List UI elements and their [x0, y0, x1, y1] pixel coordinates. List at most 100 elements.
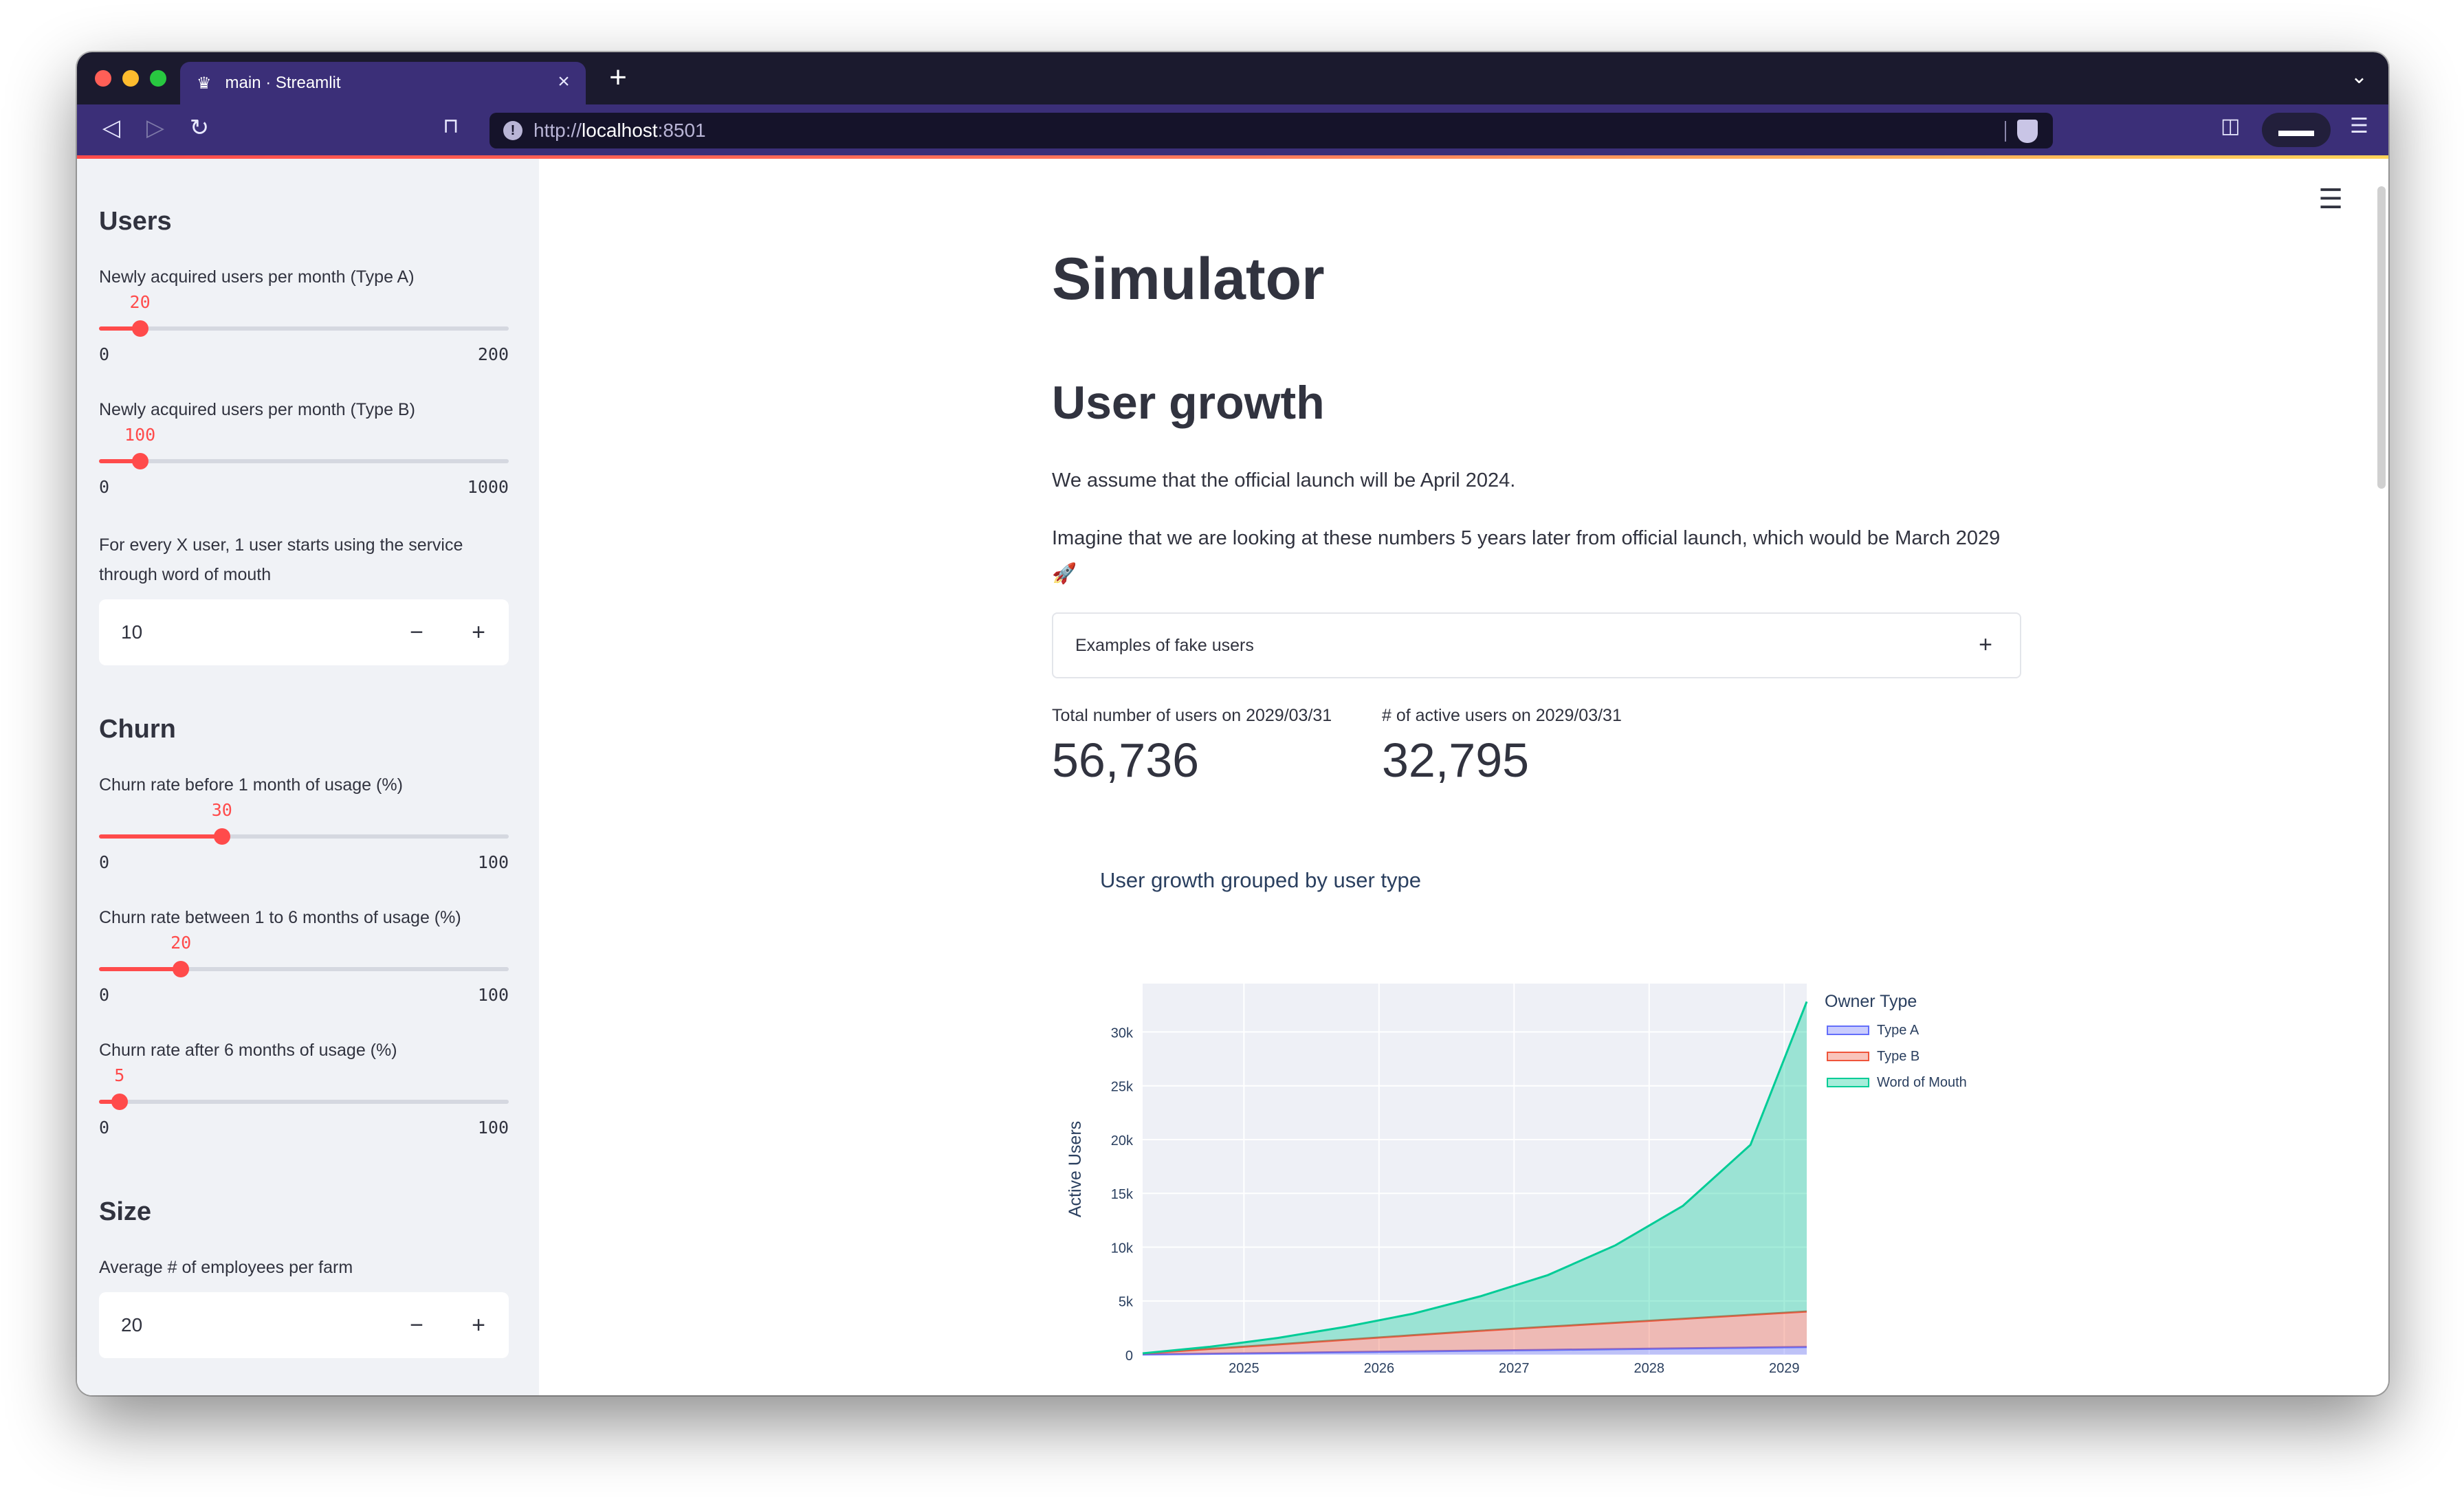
- slider-value: 20: [170, 933, 192, 953]
- slider-track[interactable]: [99, 326, 509, 331]
- slider-thumb[interactable]: [131, 453, 148, 469]
- wallet-icon[interactable]: ▬▬: [2262, 113, 2331, 147]
- shield-icon[interactable]: [2017, 120, 2038, 143]
- slider-thumb[interactable]: [111, 1094, 128, 1110]
- user-growth-chart: 05k10k15k20k25k30k20252026202720282029Da…: [1066, 984, 1967, 1376]
- url-port: :8501: [657, 120, 706, 141]
- scrollbar[interactable]: [2377, 186, 2386, 489]
- close-window-button[interactable]: [95, 70, 111, 87]
- area-word-of-mouth: [1143, 1001, 1807, 1354]
- crown-icon: ♛: [197, 74, 212, 93]
- users-heading: Users: [99, 207, 172, 236]
- legend-swatch[interactable]: [1827, 1052, 1869, 1061]
- forward-icon[interactable]: ▷: [146, 115, 165, 141]
- churn-1-slider[interactable]: 30 0 100: [99, 800, 509, 883]
- slider-track[interactable]: [99, 459, 509, 463]
- y-tick-label: 10k: [1111, 1241, 1134, 1256]
- y-tick-label: 15k: [1111, 1187, 1134, 1202]
- main-area: ☰ Simulator User growth We assume that t…: [539, 159, 2388, 1395]
- churn-3-slider[interactable]: 5 0 100: [99, 1065, 509, 1148]
- browser-tab[interactable]: ♛ main · Streamlit ×: [180, 62, 586, 104]
- bookmark-icon[interactable]: ⊓: [443, 115, 459, 137]
- metric-active-value: 32,795: [1382, 733, 1530, 787]
- imagine-paragraph: Imagine that we are looking at these num…: [1052, 527, 2001, 585]
- metric-total-value: 56,736: [1052, 733, 1200, 787]
- expander-label: Examples of fake users: [1075, 635, 1254, 655]
- x-tick-label: 2027: [1499, 1361, 1530, 1376]
- y-tick-label: 25k: [1111, 1080, 1134, 1095]
- plot-background: [1143, 984, 1807, 1355]
- slider-thumb[interactable]: [131, 320, 148, 337]
- legend-entry[interactable]: Type A: [1877, 1023, 1920, 1038]
- hamburger-menu-icon[interactable]: ☰: [2318, 184, 2343, 214]
- slider-fill: [99, 326, 140, 331]
- metric-total: Total number of users on 2029/03/31 56,7…: [1052, 706, 1368, 788]
- slider-track[interactable]: [99, 834, 509, 839]
- employees-label: Average # of employees per farm: [99, 1258, 353, 1277]
- legend-swatch[interactable]: [1827, 1078, 1869, 1087]
- chevron-down-icon[interactable]: ⌄: [2350, 65, 2368, 88]
- new-tab-button[interactable]: +: [609, 60, 627, 94]
- slider-fill: [99, 967, 182, 971]
- line-type-a: [1142, 1346, 1807, 1356]
- churn-3-label: Churn rate after 6 months of usage (%): [99, 1041, 397, 1060]
- x-tick-label: 2025: [1229, 1361, 1260, 1376]
- slider-min: 0: [99, 852, 110, 872]
- x-tick-label: 2029: [1769, 1361, 1800, 1376]
- metric-active-label: # of active users on 2029/03/31: [1382, 706, 1622, 725]
- line-word-of-mouth: [1142, 1001, 1808, 1355]
- slider-max: 100: [477, 985, 509, 1005]
- minimize-window-button[interactable]: [122, 70, 139, 87]
- slider-thumb[interactable]: [173, 961, 190, 977]
- legend-swatch[interactable]: [1827, 1025, 1869, 1035]
- menu-icon[interactable]: ☰: [2350, 115, 2368, 137]
- slider-track[interactable]: [99, 967, 509, 971]
- expand-icon[interactable]: +: [1979, 632, 1992, 658]
- word-of-mouth-value[interactable]: 10: [121, 621, 143, 643]
- slider-value: 100: [124, 425, 156, 445]
- increment-button[interactable]: +: [472, 619, 485, 645]
- slider-value: 20: [129, 292, 151, 312]
- page-content: Users Newly acquired users per month (Ty…: [77, 159, 2388, 1395]
- fake-users-expander[interactable]: Examples of fake users +: [1052, 612, 2021, 678]
- size-heading: Size: [99, 1197, 152, 1226]
- loading-bar: [77, 155, 2388, 159]
- churn-heading: Churn: [99, 715, 176, 744]
- y-tick-label: 0: [1125, 1349, 1133, 1364]
- slider-fill: [99, 1100, 120, 1104]
- increment-button[interactable]: +: [472, 1312, 485, 1338]
- slider-max: 100: [477, 1118, 509, 1138]
- tab-bar: ♛ main · Streamlit × + ⌄: [77, 52, 2388, 104]
- back-icon[interactable]: ◁: [102, 115, 121, 141]
- type-b-slider[interactable]: 100 0 1000: [99, 425, 509, 507]
- chart-title: User growth grouped by user type: [1100, 868, 1421, 892]
- reload-icon[interactable]: ↻: [189, 115, 210, 141]
- sidebar-toggle-icon[interactable]: ◫: [2221, 115, 2241, 137]
- info-icon[interactable]: !: [503, 121, 522, 140]
- employees-value[interactable]: 20: [121, 1314, 143, 1335]
- legend-entry[interactable]: Type B: [1877, 1049, 1920, 1064]
- slider-fill: [99, 459, 140, 463]
- launch-paragraph: We assume that the official launch will …: [1052, 469, 1516, 491]
- slider-min: 0: [99, 477, 110, 497]
- metric-active: # of active users on 2029/03/31 32,795: [1382, 706, 1698, 788]
- slider-thumb[interactable]: [213, 828, 230, 845]
- close-tab-icon[interactable]: ×: [558, 70, 570, 93]
- slider-value: 5: [114, 1065, 125, 1085]
- type-a-slider[interactable]: 20 0 200: [99, 292, 509, 375]
- slider-track[interactable]: [99, 1100, 509, 1104]
- page-title: Simulator: [1052, 246, 1325, 312]
- slider-max: 1000: [467, 477, 509, 497]
- word-of-mouth-input[interactable]: 10 − +: [99, 599, 509, 665]
- decrement-button[interactable]: −: [410, 1312, 424, 1338]
- decrement-button[interactable]: −: [410, 619, 424, 645]
- address-bar[interactable]: ! http://localhost:8501: [490, 113, 2053, 148]
- slider-value: 30: [211, 800, 232, 820]
- x-tick-label: 2028: [1634, 1361, 1665, 1376]
- maximize-window-button[interactable]: [150, 70, 166, 87]
- legend-entry[interactable]: Word of Mouth: [1877, 1075, 1967, 1090]
- employees-input[interactable]: 20 − +: [99, 1292, 509, 1358]
- line-type-b: [1142, 1310, 1807, 1355]
- churn-2-slider[interactable]: 20 0 100: [99, 933, 509, 1015]
- url-scheme: http://: [534, 120, 582, 141]
